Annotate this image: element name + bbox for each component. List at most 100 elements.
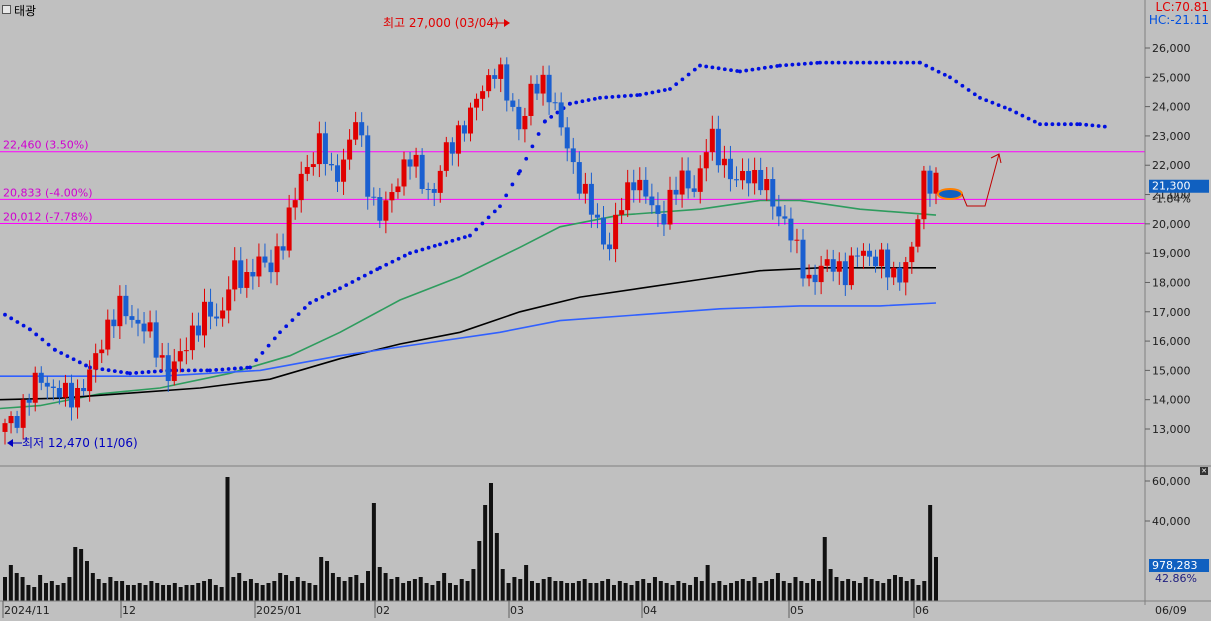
volume-bar [196,583,201,601]
candle-body [443,142,449,171]
volume-bar [319,557,324,601]
candle-body [897,267,903,283]
candle-body [480,91,486,99]
sar-dot [290,318,295,323]
volume-bar [202,581,207,601]
sar-dot [530,144,535,149]
candle-body [274,246,280,273]
candle-body [806,274,812,279]
volume-bar [570,583,575,601]
parabolic-sar-dots [3,60,1107,376]
sar-dot [536,132,541,136]
volume-bar [834,577,839,601]
volume-bar [576,581,581,601]
volume-bar [336,577,341,601]
hc-label: HC: [1148,13,1171,27]
candle-body [75,387,81,408]
lc-value: 70.81 [1174,0,1209,14]
date-axis: 2024/11 12 2025/01 02 03 04 05 06 06/09 [2,601,1187,618]
sar-dot [450,238,455,243]
candle-body [419,154,425,189]
sar-dot [474,227,479,232]
sar-dot [972,92,977,97]
candle-body [2,423,8,432]
volume-bar [524,565,529,601]
sar-dot [106,368,111,373]
sar-dot [140,370,145,375]
y-tick-label: 24,000 [1152,101,1191,114]
volume-bar [641,579,646,601]
chart-header: 태광 [2,2,36,19]
candle-body [135,319,141,324]
volume-bar [278,573,283,601]
sar-dot [744,68,749,73]
volume-bar [143,585,148,601]
volume-bar [857,583,862,601]
sar-dot [729,68,733,73]
volume-bar [629,585,634,601]
candle-body [601,217,606,245]
chart-menu-icon[interactable] [2,5,11,14]
sar-dot [722,67,727,72]
hc-indicator: HC:-21.11 [1149,14,1209,27]
sar-dot [622,94,627,98]
sar-dot [15,320,20,324]
sar-dot [414,249,419,254]
candle-body [625,182,631,211]
volume-bar [717,581,722,601]
candle-body [734,179,739,181]
volume-bar [108,577,113,601]
sar-dot [1026,116,1031,121]
sar-dot [284,324,289,329]
candle-body [304,167,310,174]
x-tick-label: 04 [643,604,657,617]
sar-dot [948,75,952,80]
volume-bar [688,585,693,601]
candle-body [854,255,860,257]
candle-body [800,239,806,279]
candle-body [776,206,782,217]
candle-body [177,351,183,362]
volume-bar [295,577,300,601]
close-icon[interactable]: ✕ [1200,467,1208,475]
volume-bar [770,579,775,601]
candle-body [697,168,703,192]
candle-body [62,382,68,398]
candle-body [407,159,413,167]
volume-bar [811,579,816,601]
candle-body [87,369,93,392]
candle-body [165,355,171,382]
sar-dot [260,351,265,355]
volume-bar [793,577,798,601]
sar-dot [580,99,585,104]
candle-body [286,207,292,251]
sar-dot [604,95,609,100]
sar-dot [40,337,45,342]
sar-dot [396,256,401,261]
sar-dot [1075,122,1080,127]
y-tick-label: 13,000 [1152,423,1191,436]
volume-bar [32,587,37,601]
y-tick-label: 20,000 [1152,218,1191,231]
sar-dot [119,370,123,374]
lc-indicator: LC:70.81 [1156,1,1209,14]
volume-bars [3,477,938,601]
sar-dot [954,79,959,84]
sar-dot [1008,107,1012,112]
candle-body [147,322,153,332]
sar-dot [716,66,721,71]
vol-tick-label: 40,000 [1152,515,1191,528]
candle-body [879,249,885,267]
moving-average-line [0,302,937,378]
sar-dot [112,369,117,373]
volume-bar [740,579,745,601]
sar-dot [996,103,1001,107]
candle-body [413,154,419,167]
sar-dot [480,221,485,226]
volume-bar [799,581,804,601]
candle-body [770,179,776,207]
sar-dot [84,363,88,368]
candle-body [715,128,721,166]
sar-dot [492,209,497,214]
